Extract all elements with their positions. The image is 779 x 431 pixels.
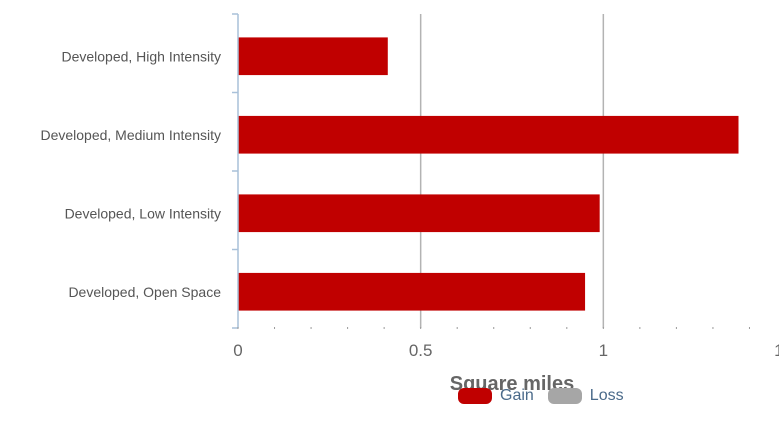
y-category-label-0: Developed, High Intensity <box>61 48 221 64</box>
bars <box>238 37 739 310</box>
legend: Gain Loss <box>458 385 638 407</box>
bar-gain-1 <box>238 116 739 154</box>
x-tick-label-2: 1 <box>599 341 608 360</box>
y-axis: Developed, High Intensity Developed, Medi… <box>40 14 238 328</box>
legend-label-loss: Loss <box>590 387 624 405</box>
y-category-label-2: Developed, Low Intensity <box>65 205 221 221</box>
legend-item-loss[interactable]: Loss <box>548 387 624 405</box>
x-tick-label-3: 1.5 <box>774 341 779 360</box>
x-tick-label-0: 0 <box>233 341 242 360</box>
legend-label-gain: Gain <box>500 387 534 405</box>
y-category-label-1: Developed, Medium Intensity <box>40 127 221 143</box>
x-axis: 0 0.5 1 1.5 <box>233 327 779 360</box>
legend-swatch-loss <box>548 388 582 404</box>
legend-item-gain[interactable]: Gain <box>458 387 534 405</box>
bar-gain-0 <box>238 37 388 75</box>
legend-swatch-gain <box>458 388 492 404</box>
y-category-label-3: Developed, Open Space <box>68 284 221 300</box>
bar-gain-2 <box>238 194 600 232</box>
bar-gain-3 <box>238 273 585 311</box>
x-tick-label-1: 0.5 <box>409 341 433 360</box>
